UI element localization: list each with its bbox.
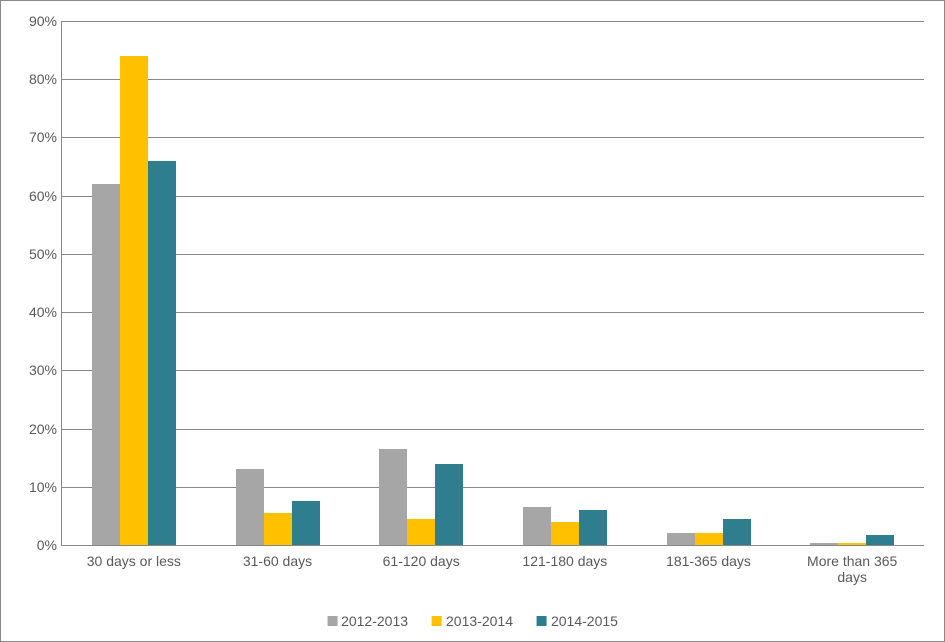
x-axis-label: 121-180 days [522,553,607,569]
bar [264,513,292,545]
legend-label: 2012-2013 [341,613,408,629]
bar-group [92,21,176,545]
bar [407,519,435,545]
bar-group [379,21,463,545]
legend-item: 2012-2013 [327,613,408,629]
bar-group [667,21,751,545]
bar [695,533,723,545]
legend-swatch [432,616,442,626]
legend-item: 2014-2015 [537,613,618,629]
legend-swatch [327,616,337,626]
bar [379,449,407,545]
y-axis-label: 0% [17,537,57,553]
bar [120,56,148,545]
x-axis-label: 61-120 days [383,553,460,569]
bar [236,469,264,545]
legend-swatch [537,616,547,626]
category-group: 61-120 days [349,21,493,545]
x-axis-label: 31-60 days [243,553,312,569]
chart-container: 0% 10% 20% 30% 40% 50% 60% 70% 80% 90% 30 days or… [0,0,945,642]
plot-area: 0%10%20%30%40%50%60%70%80%90% 30 days or… [61,21,924,546]
bar [838,543,866,545]
x-axis-label: 181-365 days [666,553,751,569]
bar [435,464,463,546]
x-axis-label: 30 days or less [74,553,194,569]
legend-item: 2013-2014 [432,613,513,629]
bars-area: 30 days or less31-60 days61-120 days121-… [62,21,924,545]
legend-label: 2013-2014 [446,613,513,629]
category-group: 181-365 days [637,21,781,545]
bar [551,522,579,545]
bar [579,510,607,545]
y-axis-label: 20% [17,421,57,437]
y-axis-label: 80% [17,71,57,87]
y-axis-label: 40% [17,304,57,320]
y-axis-label: 60% [17,188,57,204]
category-group: 121-180 days [493,21,637,545]
y-axis-label: 50% [17,246,57,262]
legend-label: 2014-2015 [551,613,618,629]
bar-group [236,21,320,545]
bar [523,507,551,545]
y-axis-label: 30% [17,362,57,378]
y-axis-label: 10% [17,479,57,495]
bar [292,501,320,545]
bar [92,184,120,545]
bar-group [810,21,894,545]
y-axis-label: 70% [17,129,57,145]
category-group: 31-60 days [206,21,350,545]
category-group: More than 365 days [780,21,924,545]
bar [667,533,695,545]
bar [723,519,751,545]
y-axis-label: 90% [17,13,57,29]
bar-group [523,21,607,545]
bar [866,535,894,545]
bar [148,161,176,545]
bar [810,543,838,545]
legend: 2012-2013 2013-2014 2014-2015 [327,613,618,629]
x-axis-label: More than 365 days [792,553,912,585]
category-group: 30 days or less [62,21,206,545]
